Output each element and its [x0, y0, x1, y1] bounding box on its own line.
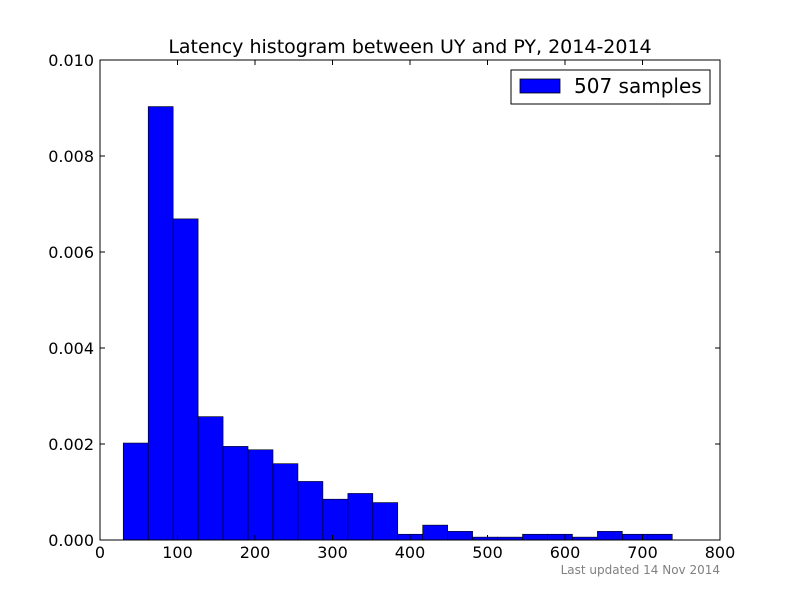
y-tick-label: 0.002: [48, 435, 94, 454]
x-tick-label: 800: [705, 543, 736, 562]
x-tick-label: 600: [550, 543, 581, 562]
ticks-layer: 0 100 200 300 400 500 600 700 800 0.000 0.002 0.004…: [48, 51, 735, 562]
histogram-bar: [647, 533, 673, 541]
histogram-bar: [597, 531, 623, 541]
chart-title: Latency histogram between UY and PY, 201…: [168, 36, 651, 58]
y-tick-label: 0.010: [48, 51, 94, 70]
histogram-bar: [197, 416, 224, 541]
y-tick-label: 0.004: [48, 339, 94, 358]
legend-swatch: [519, 78, 561, 94]
last-updated-note: Last updated 14 Nov 2014: [561, 563, 720, 577]
bars-layer: [122, 106, 673, 541]
x-tick-label: 100: [162, 543, 193, 562]
histogram-bar: [122, 442, 149, 541]
histogram-bar: [222, 446, 249, 541]
histogram-bar: [297, 481, 324, 541]
histogram-bar: [622, 533, 648, 541]
histogram-bar: [347, 493, 374, 541]
histogram-bar: [172, 218, 199, 541]
histogram-bar: [147, 106, 174, 541]
histogram-bar: [522, 533, 548, 541]
x-tick-label: 700: [627, 543, 658, 562]
legend: 507 samples: [510, 69, 711, 105]
histogram-bar: [422, 524, 448, 541]
histogram-bar: [247, 449, 274, 541]
y-tick-label: 0.008: [48, 147, 94, 166]
histogram-bar: [272, 463, 299, 541]
histogram-bar: [447, 531, 473, 541]
histogram-bar: [372, 502, 399, 541]
x-tick-label: 300: [317, 543, 348, 562]
y-tick-label: 0.000: [48, 531, 94, 550]
x-tick-label: 500: [472, 543, 503, 562]
x-tick-label: 0: [95, 543, 105, 562]
x-tick-label: 200: [240, 543, 271, 562]
histogram-bar: [547, 533, 573, 541]
x-tick-label: 400: [395, 543, 426, 562]
histogram-bar: [322, 498, 349, 541]
legend-label: 507 samples: [574, 74, 702, 98]
y-tick-label: 0.006: [48, 243, 94, 262]
